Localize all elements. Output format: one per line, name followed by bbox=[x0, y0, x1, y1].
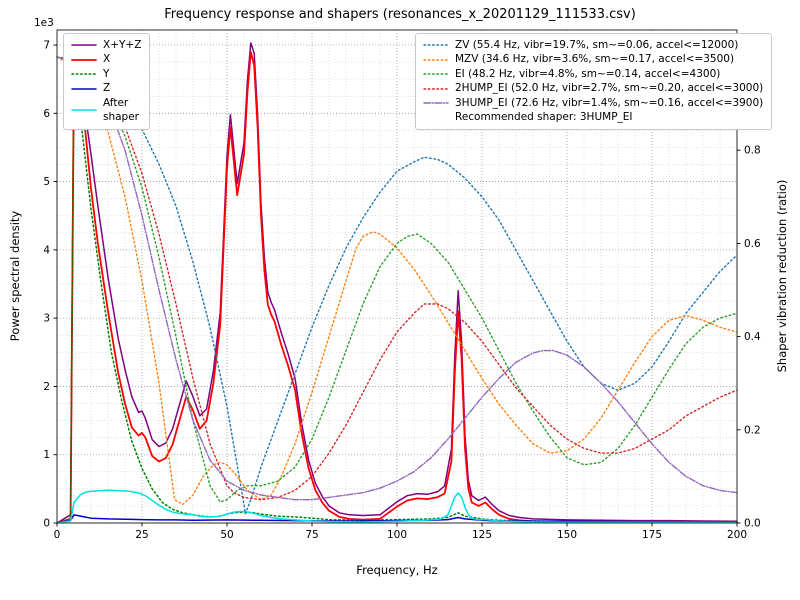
x-tick-label: 200 bbox=[727, 529, 747, 541]
right-y-tick-label: 0.2 bbox=[744, 424, 761, 436]
legend-line-sample-2hump-ei bbox=[423, 84, 449, 94]
legend-label-y: Y bbox=[103, 67, 110, 80]
legend-line-sample-after-shaper bbox=[71, 105, 97, 115]
x-tick-label: 25 bbox=[135, 529, 148, 541]
left-y-tick-label: 1 bbox=[43, 449, 50, 461]
x-tick-label: 175 bbox=[642, 529, 662, 541]
right-axis-label: Shaper vibration reduction (ratio) bbox=[775, 179, 789, 373]
legend-entry-2hump-ei: 2HUMP_EI (52.0 Hz, vibr=2.7%, sm~=0.20, … bbox=[423, 81, 763, 95]
legend-label-zv: ZV (55.4 Hz, vibr=19.7%, sm~=0.06, accel… bbox=[455, 39, 739, 51]
legend-entry-z: Z bbox=[71, 81, 141, 95]
line-x bbox=[56, 51, 738, 524]
line-x-y-z bbox=[56, 42, 738, 524]
legend-entry-y: Y bbox=[71, 67, 141, 81]
x-tick-label: 150 bbox=[557, 529, 577, 541]
legend-label-z: Z bbox=[103, 82, 111, 95]
legend-psd: X+Y+Z X Y Z After shaper bbox=[63, 33, 151, 130]
legend-label-after-shaper: After shaper bbox=[103, 96, 140, 124]
line-mzv bbox=[56, 56, 738, 506]
right-y-tick-label: 0.6 bbox=[744, 238, 761, 250]
recommended-shaper-note: Recommended shaper: 3HUMP_EI bbox=[455, 111, 633, 124]
chart-title: Frequency response and shapers (resonanc… bbox=[164, 7, 636, 22]
legend-line-sample-ei bbox=[423, 69, 449, 79]
legend-line-sample-xyz bbox=[71, 40, 97, 50]
left-y-tick-label: 3 bbox=[43, 313, 50, 325]
legend-label-x: X bbox=[103, 53, 111, 66]
legend-line-sample-x bbox=[71, 55, 97, 65]
x-tick-label: 0 bbox=[54, 529, 61, 541]
left-axis-offset-text: 1e3 bbox=[34, 17, 54, 29]
right-y-tick-label: 0.4 bbox=[744, 331, 761, 343]
legend-entry-zv: ZV (55.4 Hz, vibr=19.7%, sm~=0.06, accel… bbox=[423, 38, 763, 52]
legend-shapers: ZV (55.4 Hz, vibr=19.7%, sm~=0.06, accel… bbox=[415, 33, 773, 130]
legend-line-sample-z bbox=[71, 84, 97, 94]
legend-entry-3hump-ei: 3HUMP_EI (72.6 Hz, vibr=1.4%, sm~=0.16, … bbox=[423, 96, 763, 110]
legend-label-mzv: MZV (34.6 Hz, vibr=3.6%, sm~=0.17, accel… bbox=[455, 53, 735, 66]
x-tick-label: 100 bbox=[387, 529, 407, 541]
legend-entry-after-shaper: After shaper bbox=[71, 96, 141, 125]
legend-entry-xyz: X+Y+Z bbox=[71, 38, 141, 52]
line-ei bbox=[56, 56, 738, 503]
line-after-shaper bbox=[56, 489, 738, 524]
legend-label-3hump-ei: 3HUMP_EI (72.6 Hz, vibr=1.4%, sm~=0.16, … bbox=[455, 96, 764, 109]
legend-line-sample-y bbox=[71, 69, 97, 79]
line-zv bbox=[56, 56, 738, 515]
legend-entry-mzv: MZV (34.6 Hz, vibr=3.6%, sm~=0.17, accel… bbox=[423, 52, 763, 66]
legend-line-sample-3hump-ei bbox=[423, 98, 449, 108]
line-3hump-ei bbox=[56, 56, 738, 501]
left-axis-label: Power spectral density bbox=[8, 210, 22, 342]
left-y-tick-label: 6 bbox=[43, 108, 50, 120]
left-y-tick-label: 0 bbox=[43, 518, 50, 530]
legend-label-ei: EI (48.2 Hz, vibr=4.8%, sm~=0.14, accel<… bbox=[455, 67, 721, 80]
x-axis-label: Frequency, Hz bbox=[356, 563, 438, 577]
left-y-tick-label: 2 bbox=[43, 381, 50, 393]
x-tick-label: 75 bbox=[305, 529, 318, 541]
x-tick-label: 50 bbox=[220, 529, 233, 541]
legend-label-xyz: X+Y+Z bbox=[103, 39, 142, 51]
legend-line-sample-mzv bbox=[423, 55, 449, 65]
legend-line-sample-zv bbox=[423, 40, 449, 50]
legend-label-2hump-ei: 2HUMP_EI (52.0 Hz, vibr=2.7%, sm~=0.20, … bbox=[455, 82, 764, 95]
right-y-tick-label: 0.0 bbox=[744, 518, 761, 530]
left-y-tick-label: 5 bbox=[43, 176, 50, 188]
line-2hump-ei bbox=[56, 56, 738, 501]
legend-entry-ei: EI (48.2 Hz, vibr=4.8%, sm~=0.14, accel<… bbox=[423, 67, 763, 81]
left-y-tick-label: 7 bbox=[43, 40, 50, 52]
x-tick-label: 125 bbox=[472, 529, 492, 541]
legend-entry-x: X bbox=[71, 52, 141, 66]
left-y-tick-label: 4 bbox=[43, 244, 50, 256]
right-y-tick-label: 0.8 bbox=[744, 145, 761, 157]
